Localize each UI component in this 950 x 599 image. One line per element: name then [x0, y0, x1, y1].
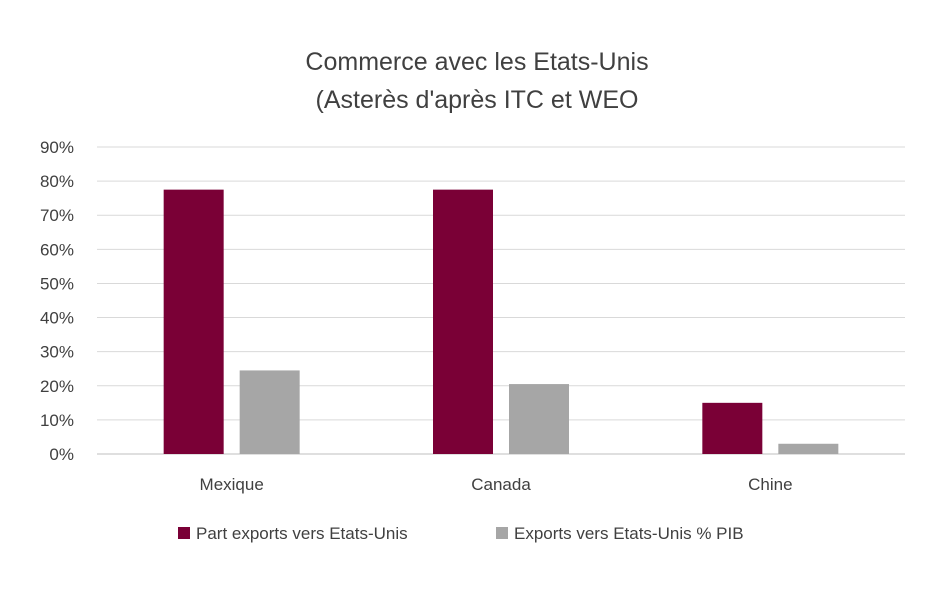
y-tick-label: 70% — [40, 206, 74, 225]
y-tick-label: 20% — [40, 377, 74, 396]
y-tick-label: 50% — [40, 274, 74, 293]
y-tick-label: 90% — [40, 138, 74, 157]
x-tick-label: Mexique — [200, 475, 264, 494]
bars — [163, 189, 839, 454]
gridlines — [97, 146, 905, 455]
y-tick-label: 40% — [40, 309, 74, 328]
legend-swatch — [496, 527, 508, 539]
legend-label: Part exports vers Etats-Unis — [196, 524, 408, 543]
bar-canada-series-1 — [433, 189, 493, 454]
y-tick-label: 80% — [40, 172, 74, 191]
x-tick-label: Chine — [748, 475, 792, 494]
legend-label: Exports vers Etats-Unis % PIB — [514, 524, 744, 543]
bar-canada-series-2 — [509, 384, 569, 454]
legend-swatch — [178, 527, 190, 539]
y-axis-ticks: 0% 10% 20% 30% 40% 50% 60% 70% 80% 90% — [40, 138, 74, 464]
x-tick-label: Canada — [471, 475, 531, 494]
chart-title-line-2: (Asterès d'après ITC et WEO — [316, 86, 639, 114]
y-tick-label: 60% — [40, 240, 74, 259]
bar-mexique-series-2 — [239, 370, 300, 454]
legend: Part exports vers Etats-Unis Exports vers… — [178, 524, 744, 543]
chart-title-line-1: Commerce avec les Etats-Unis — [305, 48, 648, 76]
y-tick-label: 10% — [40, 411, 74, 430]
y-tick-label: 30% — [40, 343, 74, 362]
bar-chine-series-1 — [702, 402, 763, 454]
x-axis: Mexique Canada Chine — [200, 475, 793, 494]
bar-mexique-series-1 — [163, 189, 224, 454]
y-tick-label: 0% — [49, 445, 74, 464]
bar-chine-series-2 — [778, 443, 839, 454]
